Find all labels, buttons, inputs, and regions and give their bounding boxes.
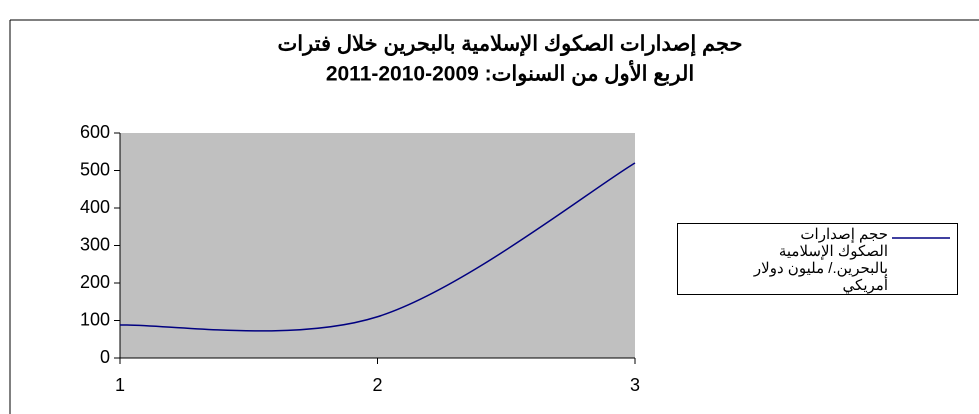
legend-swatch — [892, 237, 950, 239]
chart-title: حجم إصدارات الصكوك الإسلامية بالبحرين خل… — [277, 33, 742, 57]
y-tick-label: 0 — [100, 347, 110, 367]
x-tick-label: 2 — [372, 375, 382, 395]
y-tick-label: 600 — [80, 122, 110, 142]
chart-title: الربع الأول من السنوات: 2009-2010-2011 — [326, 60, 694, 87]
y-tick-label: 500 — [80, 159, 110, 179]
y-tick-label: 200 — [80, 272, 110, 292]
y-tick-label: 400 — [80, 197, 110, 217]
x-tick-label: 3 — [630, 375, 640, 395]
y-tick-label: 300 — [80, 234, 110, 254]
legend: حجم إصدارات الصكوك الإسلامية بالبحرين./ … — [677, 223, 958, 295]
x-tick-label: 1 — [115, 375, 125, 395]
y-tick-label: 100 — [80, 309, 110, 329]
plot-area — [120, 133, 635, 358]
legend-label: حجم إصدارات الصكوك الإسلامية بالبحرين./ … — [753, 226, 888, 294]
series-line — [119, 162, 636, 332]
